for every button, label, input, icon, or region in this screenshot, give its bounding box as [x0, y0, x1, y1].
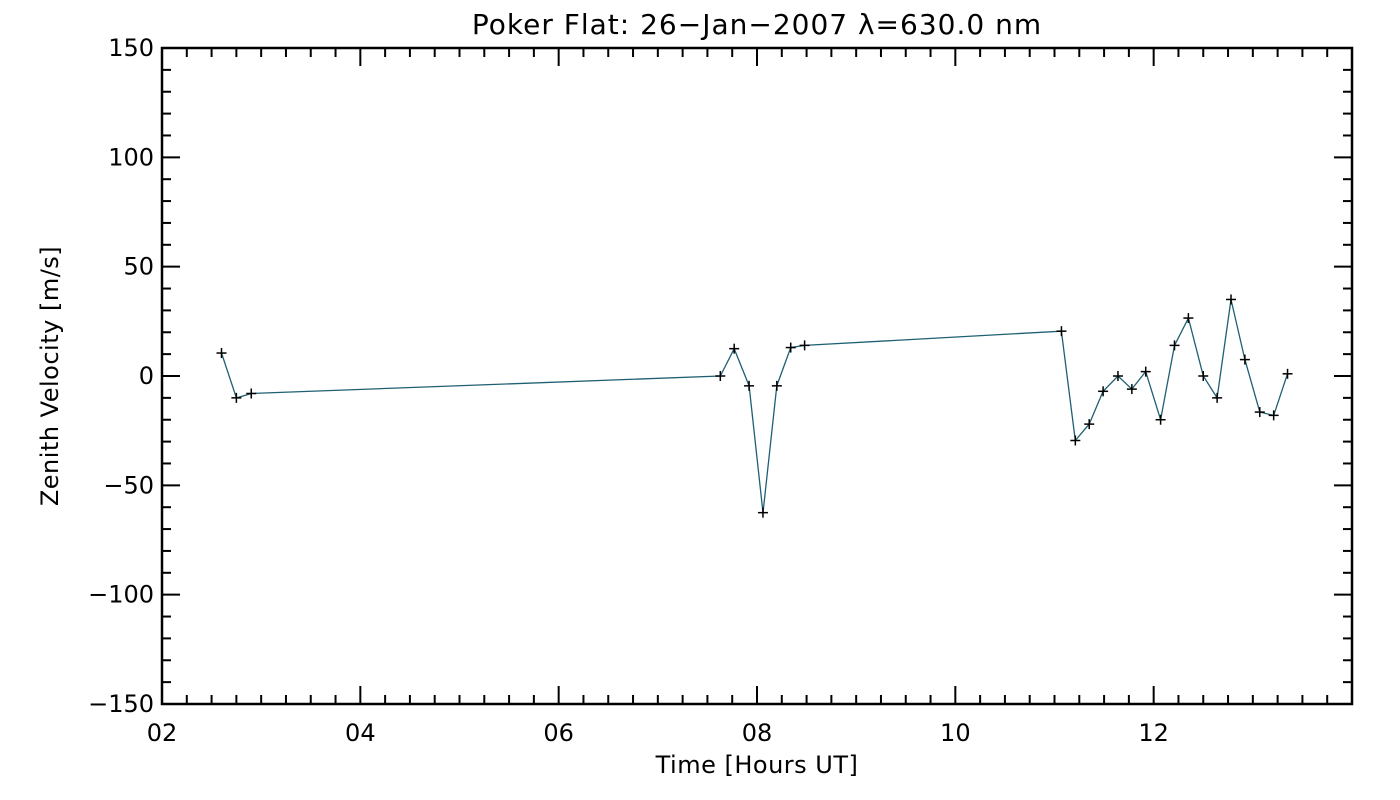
y-axis-label: Zenith Velocity [m/s]	[36, 246, 64, 506]
y-tick-label: −100	[88, 581, 154, 609]
y-tick-label: 50	[123, 253, 154, 281]
data-point	[1254, 407, 1265, 418]
x-tick-label: 04	[345, 719, 376, 747]
data-point	[231, 392, 242, 403]
data-point	[1056, 326, 1067, 337]
data-point	[771, 380, 782, 391]
data-point	[1183, 313, 1194, 324]
data-point	[785, 342, 796, 353]
x-axis-label: Time [Hours UT]	[655, 751, 859, 779]
data-point	[1140, 366, 1151, 377]
y-tick-label: 100	[108, 143, 154, 171]
series-line	[220, 299, 1289, 513]
data-point	[216, 348, 227, 359]
y-tick-label: 150	[108, 34, 154, 62]
data-point	[1239, 354, 1250, 365]
axis-tick-labels: 02 04 06 08 10 12 −150 −100 −50 0 50 100 150	[88, 34, 1169, 747]
data-point	[246, 388, 257, 399]
x-tick-label: 06	[543, 719, 574, 747]
x-tick-label: 02	[147, 719, 178, 747]
x-tick-label: 08	[742, 719, 773, 747]
x-tick-label: 12	[1138, 719, 1169, 747]
y-tick-label: −150	[88, 690, 154, 718]
data-point	[1155, 414, 1166, 425]
data-point	[1169, 340, 1180, 351]
data-point	[1112, 371, 1123, 381]
y-tick-label: 0	[139, 362, 154, 390]
data-point	[729, 343, 740, 354]
data-point	[744, 380, 755, 391]
data-point	[1212, 392, 1223, 403]
data-point	[757, 507, 768, 518]
data-point	[715, 371, 726, 381]
data-point	[1098, 386, 1109, 397]
data-point	[1198, 371, 1209, 381]
chart-title: Poker Flat: 26−Jan−2007 λ=630.0 nm	[472, 8, 1042, 41]
axis-ticks	[161, 47, 1353, 705]
data-series	[216, 294, 1293, 518]
data-point	[1070, 435, 1081, 446]
x-tick-label: 10	[940, 719, 971, 747]
data-point	[1126, 384, 1137, 395]
data-point	[1226, 294, 1237, 305]
data-point	[799, 340, 810, 351]
plot-frame	[160, 46, 1354, 706]
data-point	[1268, 410, 1279, 421]
data-point	[1084, 419, 1095, 430]
data-point	[1282, 368, 1293, 379]
y-tick-label: −50	[103, 471, 154, 499]
